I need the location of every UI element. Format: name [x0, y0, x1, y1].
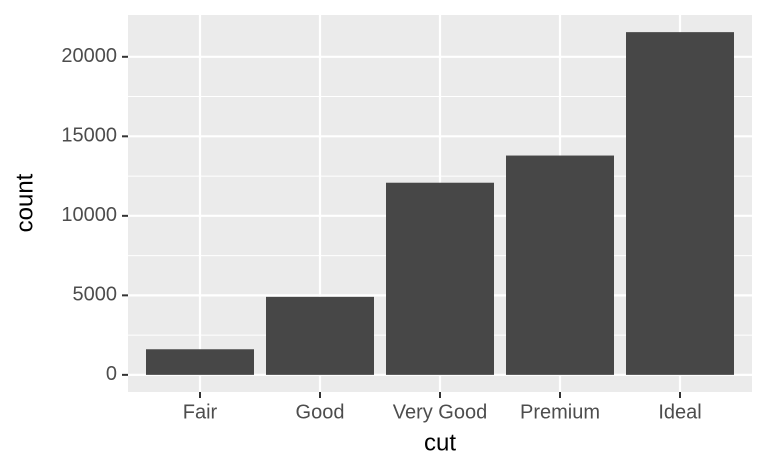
- x-tick-label: Good: [296, 401, 345, 423]
- x-tick-label: Fair: [183, 401, 218, 423]
- x-tick-label: Premium: [520, 401, 600, 423]
- bar: [146, 349, 254, 375]
- y-axis-title: count: [11, 173, 38, 232]
- y-tick-label: 20000: [61, 45, 117, 67]
- x-tick-label: Ideal: [658, 401, 701, 423]
- bar: [266, 296, 374, 375]
- bar: [386, 182, 494, 375]
- x-tick-label: Very Good: [393, 401, 488, 423]
- bar: [626, 32, 734, 375]
- y-tick-label: 5000: [73, 284, 118, 306]
- x-axis-title: cut: [424, 429, 456, 456]
- y-tick-label: 10000: [61, 204, 117, 226]
- bar: [506, 155, 614, 375]
- y-tick-label: 0: [106, 363, 117, 385]
- marks: [146, 32, 734, 375]
- y-tick-label: 15000: [61, 125, 117, 147]
